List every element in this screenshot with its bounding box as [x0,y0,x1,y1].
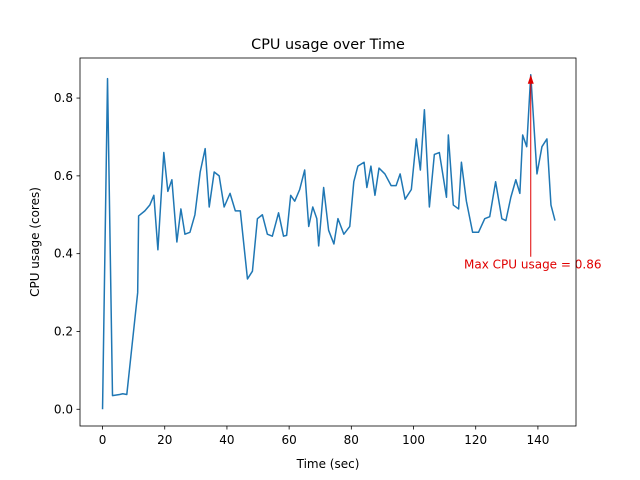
y-tick-label: 0.2 [54,324,73,338]
x-tick-label: 100 [402,433,425,447]
x-tick-label: 0 [99,433,107,447]
x-tick-label: 80 [344,433,359,447]
line-series [101,73,556,410]
annotation-arrowhead [527,74,534,84]
x-tick-label: 140 [526,433,549,447]
x-tick-label: 120 [464,433,487,447]
annotation: Max CPU usage = 0.86 [464,258,601,272]
y-tick-label: 0.0 [54,402,73,416]
y-tick-label: 0.8 [54,91,73,105]
x-tick-label: 60 [281,433,296,447]
y-tick-label: 0.6 [54,169,73,183]
chart-title: CPU usage over Time [251,37,405,53]
plot-frame [79,57,577,427]
y-axis-label: CPU usage (cores) [28,187,42,297]
y-tick-label: 0.4 [54,247,73,261]
x-tick-label: 20 [157,433,172,447]
x-tick-label: 40 [219,433,234,447]
x-axis-label: Time (sec) [296,457,360,471]
